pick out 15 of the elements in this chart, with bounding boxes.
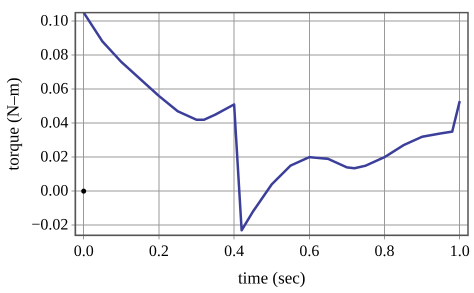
x-axis-title: time (sec)	[238, 268, 306, 288]
x-tick-label: 0.6	[299, 243, 320, 260]
y-tick-label: −0.02	[31, 216, 68, 234]
x-tick-label: 0.8	[374, 243, 395, 260]
y-tick-label: 0.06	[40, 80, 68, 98]
y-tick-label: 0.02	[40, 148, 68, 166]
y-tick-label: 0.08	[40, 46, 68, 64]
x-tick-label: 0.0	[74, 243, 94, 260]
y-axis-title: torque (N–m)	[4, 77, 23, 171]
x-tick-label: 0.4	[224, 243, 244, 260]
x-tick-label: 1.0	[450, 243, 470, 260]
y-tick-label: 0.04	[40, 114, 68, 132]
y-tick-label: 0.00	[40, 182, 68, 200]
y-tick-label: 0.10	[40, 12, 68, 30]
x-tick-label: 0.2	[148, 243, 169, 260]
